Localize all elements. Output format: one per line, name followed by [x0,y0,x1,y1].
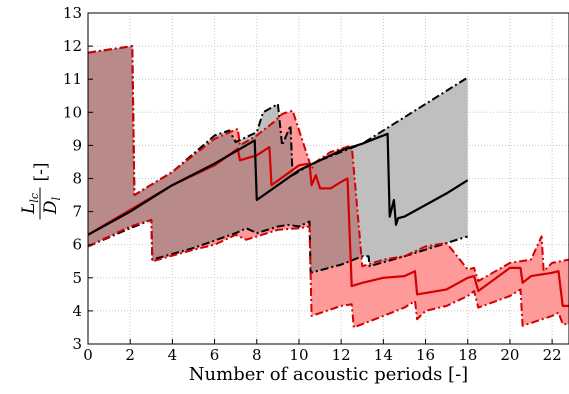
x-tick-label: 6 [210,346,220,364]
y-tick-label: 6 [72,236,82,254]
bands [88,46,569,328]
y-tick-label: 8 [72,170,82,188]
mean-line-black [87,132,469,236]
x-tick-label: 10 [289,346,308,364]
x-tick-label: 16 [416,346,435,364]
x-tick-label: 12 [332,346,351,364]
x-tick-label: 0 [83,346,93,364]
tick-labels: 0 2 4 6 8 10 12 14 16 18 20 22 3 4 5 6 7 8 9 10 11 12 13 [63,4,562,364]
y-tick-label: 4 [72,302,82,320]
x-tick-label: 14 [374,346,393,364]
x-tick-label: 22 [543,346,562,364]
y-tick-label: 12 [63,37,82,55]
lines [87,45,569,329]
y-label-den-sub: l [50,196,63,200]
y-label-num-sub: lc [28,193,41,203]
ticks [87,12,553,345]
y-tick-label: 13 [63,4,82,22]
y-tick-label: 5 [72,269,82,287]
lower-bound-red [87,218,569,329]
x-tick-label: 2 [125,346,135,364]
y-tick-label: 7 [72,203,82,221]
y-tick-label: 11 [63,70,82,88]
y-label-denominator: Dl [41,196,63,215]
y-label-unit: [-] [31,162,51,181]
y-tick-label: 3 [72,335,82,353]
x-tick-label: 8 [252,346,262,364]
x-tick-label: 20 [500,346,519,364]
y-label-numerator: Llc [19,193,41,215]
y-tick-label: 9 [72,136,82,154]
upper-bound-red [87,45,569,283]
x-tick-label: 4 [168,346,178,364]
y-tick-label: 10 [63,103,82,121]
x-axis-label: Number of acoustic periods [-] [189,364,468,385]
x-tick-label: 18 [458,346,477,364]
mean-line-red [87,146,569,307]
